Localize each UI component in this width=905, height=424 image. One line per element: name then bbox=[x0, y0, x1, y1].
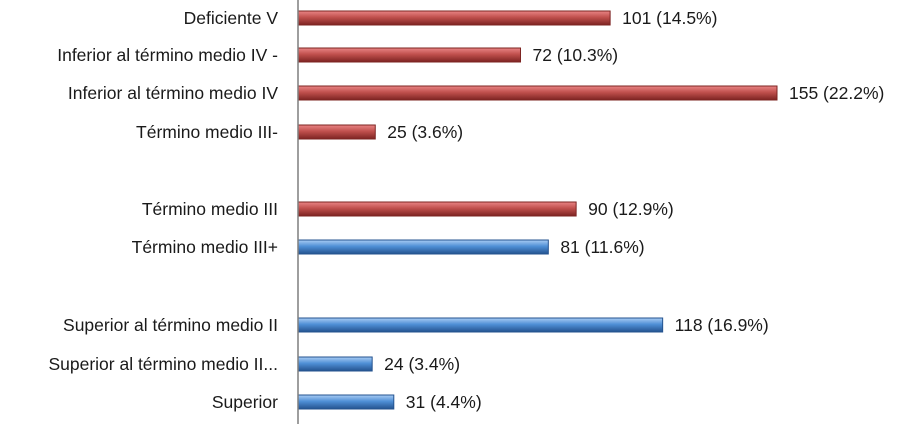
bar bbox=[297, 10, 611, 26]
bar bbox=[297, 47, 522, 63]
value-label: 118 (16.9%) bbox=[675, 315, 769, 335]
bar bbox=[297, 124, 376, 140]
value-label: 81 (11.6%) bbox=[560, 237, 644, 257]
bar bbox=[297, 356, 373, 372]
category-label: Superior al término medio II... bbox=[48, 354, 278, 374]
bar bbox=[297, 317, 664, 333]
category-label: Superior bbox=[212, 392, 278, 412]
value-label: 90 (12.9%) bbox=[588, 199, 674, 219]
category-label: Término medio III- bbox=[136, 122, 278, 142]
value-label: 72 (10.3%) bbox=[533, 45, 619, 65]
bar bbox=[297, 201, 577, 217]
value-label: 25 (3.6%) bbox=[387, 122, 463, 142]
bar bbox=[297, 394, 395, 410]
bar bbox=[297, 239, 549, 255]
category-label: Inferior al término medio IV bbox=[68, 83, 278, 103]
category-labels: Deficiente V Inferior al término medio IV… bbox=[48, 8, 278, 412]
value-label: 24 (3.4%) bbox=[384, 354, 460, 374]
category-label: Deficiente V bbox=[184, 8, 279, 28]
bar bbox=[297, 85, 778, 101]
category-label: Superior al término medio II bbox=[63, 315, 278, 335]
value-label: 155 (22.2%) bbox=[789, 83, 884, 103]
value-label: 101 (14.5%) bbox=[622, 8, 717, 28]
bars-layer bbox=[297, 10, 778, 410]
value-label: 31 (4.4%) bbox=[406, 392, 482, 412]
category-label: Término medio III+ bbox=[132, 237, 278, 257]
value-labels: 101 (14.5%)72 (10.3%) 155 (22.2%) 25 (3.6%… bbox=[384, 8, 884, 412]
category-label: Término medio III bbox=[142, 199, 278, 219]
category-label: Inferior al término medio IV - bbox=[57, 45, 278, 65]
